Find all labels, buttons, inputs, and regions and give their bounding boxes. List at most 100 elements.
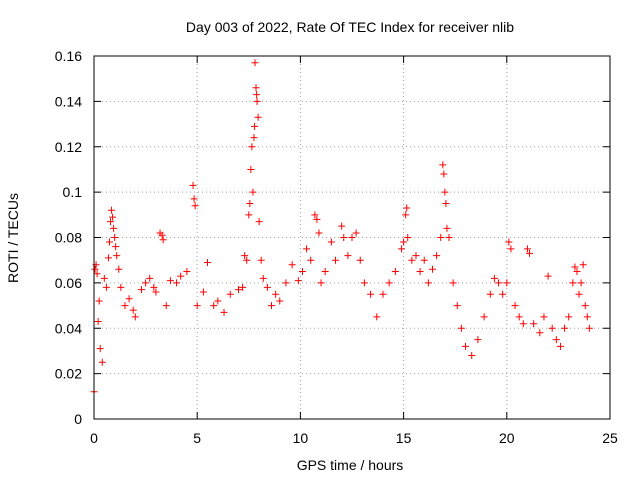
data-point xyxy=(356,256,364,264)
data-point xyxy=(442,199,450,207)
data-point xyxy=(107,218,115,226)
data-point xyxy=(575,290,583,298)
y-tick-label: 0.16 xyxy=(55,48,82,64)
data-point xyxy=(131,313,139,321)
data-point xyxy=(585,324,593,332)
data-point xyxy=(113,252,121,260)
data-point xyxy=(526,249,534,257)
data-point xyxy=(317,279,325,287)
data-point xyxy=(245,211,253,219)
data-point xyxy=(424,279,432,287)
data-point xyxy=(183,268,191,276)
data-point xyxy=(272,290,280,298)
data-point xyxy=(241,252,249,260)
data-point xyxy=(499,290,507,298)
data-point xyxy=(111,234,119,241)
x-tick-label: 0 xyxy=(90,430,98,446)
data-point xyxy=(486,290,494,298)
data-point xyxy=(468,351,476,359)
data-point xyxy=(577,279,585,287)
data-point xyxy=(125,295,133,303)
data-point xyxy=(519,320,527,328)
data-point xyxy=(159,236,167,244)
data-point xyxy=(247,165,255,173)
y-tick-label: 0 xyxy=(74,411,82,427)
data-point xyxy=(440,170,448,178)
data-point xyxy=(348,234,356,241)
data-point xyxy=(109,213,117,221)
data-point xyxy=(100,274,108,282)
data-point xyxy=(255,218,263,226)
data-point xyxy=(344,252,352,260)
data-point xyxy=(239,283,247,291)
data-point xyxy=(110,224,118,232)
data-point xyxy=(408,256,416,264)
data-point xyxy=(94,317,102,325)
data-point xyxy=(536,329,544,337)
data-point xyxy=(199,288,207,296)
data-point xyxy=(251,122,259,130)
data-point xyxy=(303,245,311,253)
data-point xyxy=(373,313,381,321)
data-point xyxy=(474,336,482,344)
data-point xyxy=(385,279,393,287)
data-point xyxy=(556,342,564,350)
data-point xyxy=(352,229,360,237)
data-point xyxy=(548,324,556,332)
x-tick-label: 25 xyxy=(602,430,618,446)
data-point xyxy=(191,202,199,210)
data-point xyxy=(214,297,222,305)
data-point xyxy=(248,143,256,151)
data-point xyxy=(540,313,548,321)
data-point xyxy=(259,274,267,282)
data-point xyxy=(96,345,104,353)
data-point xyxy=(530,320,538,328)
grid-lines xyxy=(94,56,610,419)
data-point xyxy=(565,313,573,321)
data-point xyxy=(142,279,150,287)
data-point xyxy=(441,188,449,196)
data-point xyxy=(311,211,319,219)
data-point xyxy=(307,256,315,264)
data-point xyxy=(400,238,408,246)
data-point xyxy=(402,211,410,219)
data-point xyxy=(226,290,234,298)
x-tick-label: 15 xyxy=(396,430,412,446)
data-point xyxy=(523,245,531,253)
data-point xyxy=(253,91,261,99)
data-point xyxy=(249,188,257,196)
y-tick-label: 0.08 xyxy=(55,230,82,246)
data-point xyxy=(579,261,587,269)
data-point xyxy=(313,215,321,223)
x-axis-label: GPS time / hours xyxy=(297,457,404,473)
data-point xyxy=(453,302,461,310)
data-point xyxy=(443,224,451,232)
data-point xyxy=(503,279,511,287)
data-point xyxy=(416,268,424,276)
data-point xyxy=(121,302,129,310)
data-point xyxy=(449,279,457,287)
data-point xyxy=(129,306,137,314)
data-point xyxy=(552,336,560,344)
data-point xyxy=(505,238,513,246)
data-point xyxy=(573,268,581,276)
data-point xyxy=(254,113,262,121)
data-point xyxy=(511,302,519,310)
data-point xyxy=(102,283,110,291)
data-point xyxy=(367,290,375,298)
data-point xyxy=(439,161,447,169)
y-tick-label: 0.02 xyxy=(55,366,82,382)
data-point xyxy=(379,290,387,298)
data-point xyxy=(268,302,276,310)
data-point xyxy=(462,342,470,350)
data-point xyxy=(331,256,339,264)
data-point xyxy=(104,254,112,262)
y-tick-label: 0.04 xyxy=(55,320,82,336)
data-point xyxy=(251,59,259,67)
data-point xyxy=(234,286,242,294)
data-point xyxy=(581,302,589,310)
data-point xyxy=(166,277,174,285)
data-point xyxy=(93,270,101,278)
chart-title: Day 003 of 2022, Rate Of TEC Index for r… xyxy=(186,19,514,35)
data-point xyxy=(282,279,290,287)
